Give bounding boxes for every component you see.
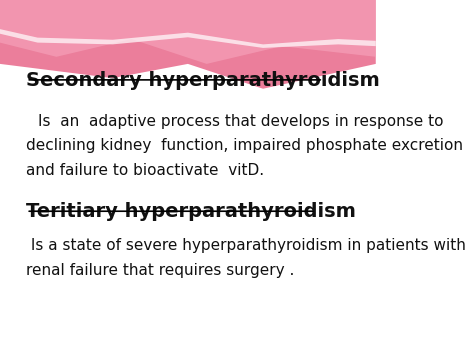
Text: and failure to bioactivate  vitD.: and failure to bioactivate vitD. <box>26 163 264 178</box>
Polygon shape <box>0 0 376 64</box>
Text: Secondary hyperparathyroidism: Secondary hyperparathyroidism <box>26 71 380 90</box>
Text: renal failure that requires surgery .: renal failure that requires surgery . <box>26 263 295 278</box>
Text: declining kidney  function, impaired phosphate excretion: declining kidney function, impaired phos… <box>26 138 463 153</box>
Text: Teritiary hyperparathyroidism: Teritiary hyperparathyroidism <box>26 202 356 222</box>
Text: Is a state of severe hyperparathyroidism in patients with: Is a state of severe hyperparathyroidism… <box>26 238 466 253</box>
Polygon shape <box>0 0 376 89</box>
Polygon shape <box>0 29 376 48</box>
Text: Is  an  adaptive process that develops in response to: Is an adaptive process that develops in … <box>37 114 443 129</box>
